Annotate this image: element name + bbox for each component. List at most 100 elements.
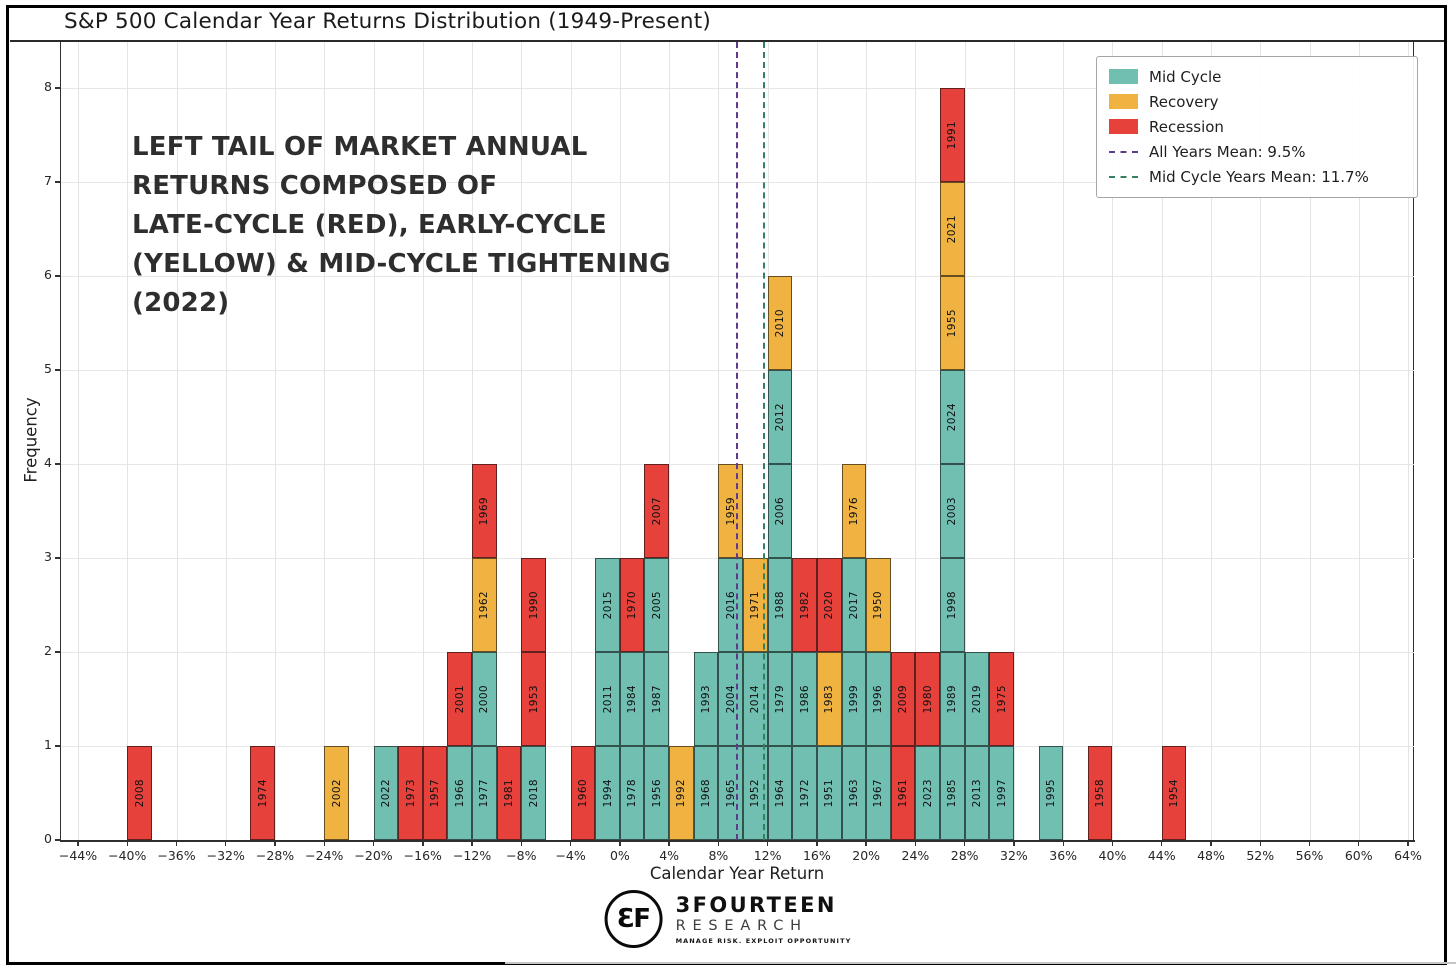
histogram-bar-segment: 1969 bbox=[472, 464, 497, 558]
histogram-bar-segment: 1982 bbox=[792, 558, 817, 652]
year-label: 1966 bbox=[453, 778, 466, 808]
histogram-bar-segment: 1997 bbox=[989, 746, 1014, 840]
histogram-bar-segment: 1954 bbox=[1161, 746, 1187, 840]
year-label: 1994 bbox=[601, 778, 614, 808]
histogram-bar-segment: 2013 bbox=[964, 746, 990, 840]
x-tick-label: 20% bbox=[852, 848, 881, 863]
legend-item-mid: Mid Cycle bbox=[1109, 64, 1405, 89]
year-label: 1960 bbox=[576, 778, 589, 808]
x-tick-mark bbox=[963, 841, 966, 846]
legend-label: Recession bbox=[1149, 117, 1224, 136]
histogram-bar-segment: 2020 bbox=[816, 558, 842, 652]
year-label: 1972 bbox=[798, 778, 811, 808]
year-label: 1975 bbox=[995, 684, 1008, 714]
histogram-bar-segment: 1961 bbox=[890, 746, 916, 840]
histogram-bar-segment: 2023 bbox=[915, 746, 941, 840]
x-tick-mark bbox=[914, 841, 917, 846]
gridline-vertical bbox=[1260, 42, 1262, 840]
histogram-bar-segment: 2019 bbox=[964, 652, 990, 746]
x-tick-label: 48% bbox=[1197, 848, 1225, 863]
y-tick-label: 1 bbox=[44, 737, 52, 752]
y-tick-mark bbox=[55, 463, 61, 465]
year-label: 1976 bbox=[847, 496, 860, 526]
x-tick-mark bbox=[422, 841, 424, 846]
right-spine bbox=[1413, 41, 1415, 841]
brand-name: 3FOURTEEN bbox=[675, 893, 837, 917]
histogram-bar-segment: 1981 bbox=[496, 746, 522, 840]
year-label: 1979 bbox=[773, 684, 786, 714]
year-label: 1977 bbox=[478, 778, 491, 808]
legend-label: Mid Cycle bbox=[1149, 67, 1222, 86]
histogram-bar-segment: 1993 bbox=[693, 652, 719, 746]
histogram-bar-segment: 1998 bbox=[940, 558, 965, 652]
gridline-vertical bbox=[619, 42, 621, 840]
x-tick-label: 56% bbox=[1295, 848, 1324, 863]
x-tick-mark bbox=[865, 841, 867, 846]
title-underline bbox=[10, 40, 1446, 42]
y-tick-mark bbox=[55, 839, 61, 841]
year-label: 2000 bbox=[478, 684, 491, 714]
gridline-vertical bbox=[964, 42, 966, 840]
x-tick-label: −20% bbox=[354, 848, 393, 863]
year-label: 1984 bbox=[626, 684, 639, 714]
x-tick-label: −36% bbox=[157, 848, 196, 863]
histogram-bar-segment: 1990 bbox=[521, 558, 546, 652]
x-tick-label: −28% bbox=[255, 848, 295, 863]
legend: Mid Cycle Recovery Recession All Years Mean… bbox=[1096, 56, 1418, 198]
recession-swatch-icon bbox=[1109, 119, 1138, 134]
year-label: 1981 bbox=[503, 778, 516, 808]
year-label: 1953 bbox=[527, 684, 540, 714]
gridline-vertical bbox=[1358, 42, 1360, 840]
year-label: 1986 bbox=[798, 684, 811, 714]
cropped-content-edge bbox=[505, 962, 1456, 964]
x-tick-mark bbox=[77, 841, 79, 846]
histogram-bar-segment: 1979 bbox=[767, 652, 793, 746]
year-label: 1970 bbox=[626, 590, 639, 620]
histogram-bar-segment: 1985 bbox=[940, 746, 965, 840]
gridline-vertical bbox=[78, 42, 79, 840]
gridline-vertical bbox=[324, 42, 326, 840]
all-years-mean-line bbox=[735, 42, 738, 840]
histogram-bar-segment: 1974 bbox=[250, 746, 276, 840]
year-label: 2007 bbox=[650, 496, 663, 526]
logo-glyph: 3 bbox=[616, 904, 635, 934]
year-label: 1987 bbox=[650, 684, 663, 714]
gridline-vertical bbox=[915, 42, 917, 840]
year-label: 2013 bbox=[970, 778, 983, 808]
histogram-bar-segment: 1951 bbox=[816, 746, 842, 840]
x-tick-mark bbox=[816, 841, 818, 846]
histogram-bar-segment: 1994 bbox=[595, 746, 620, 840]
histogram-bar-segment: 1999 bbox=[841, 652, 867, 746]
year-label: 1985 bbox=[946, 778, 959, 808]
year-label: 2001 bbox=[453, 684, 466, 714]
mid-cycle-years-mean-line bbox=[762, 42, 765, 840]
x-tick-mark bbox=[1062, 841, 1064, 846]
year-label: 1988 bbox=[773, 590, 786, 620]
gridline-vertical bbox=[866, 42, 868, 840]
year-label: 1993 bbox=[700, 684, 713, 714]
x-tick-mark bbox=[520, 841, 523, 846]
x-tick-label: −12% bbox=[452, 848, 492, 863]
histogram-bar-segment: 1980 bbox=[915, 652, 941, 746]
year-label: 1957 bbox=[429, 778, 442, 808]
year-label: 2017 bbox=[847, 590, 860, 620]
histogram-bar-segment: 1986 bbox=[792, 652, 817, 746]
all-years-mean-dash-icon bbox=[1109, 150, 1138, 153]
brand-text-block: 3FOURTEEN RESEARCH MANAGE RISK. EXPLOIT … bbox=[676, 893, 852, 945]
histogram-bar-segment: 1957 bbox=[422, 746, 448, 840]
x-tick-label: 52% bbox=[1246, 848, 1275, 863]
histogram-bar-segment: 2021 bbox=[940, 182, 965, 276]
year-label: 1952 bbox=[749, 778, 762, 808]
year-label: 1950 bbox=[872, 590, 885, 620]
x-tick-label: 24% bbox=[901, 848, 930, 863]
y-tick-label: 4 bbox=[44, 455, 52, 470]
histogram-bar-segment: 1972 bbox=[792, 746, 817, 840]
histogram-bar-segment: 1987 bbox=[644, 652, 670, 746]
year-label: 1998 bbox=[946, 590, 959, 620]
x-tick-mark bbox=[1358, 841, 1360, 846]
x-tick-mark bbox=[1308, 841, 1311, 846]
y-tick-label: 0 bbox=[44, 831, 52, 846]
mid-swatch-icon bbox=[1109, 69, 1138, 84]
